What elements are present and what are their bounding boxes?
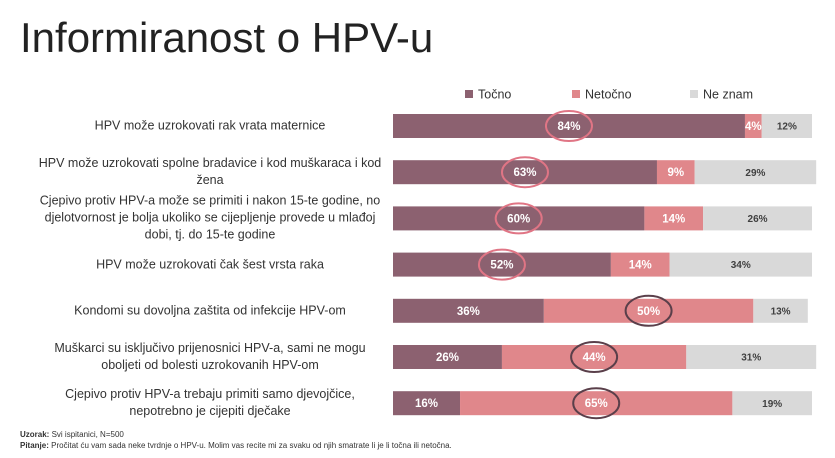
value-label: 60% bbox=[507, 213, 530, 225]
bar-segment bbox=[644, 206, 704, 231]
value-label: 31% bbox=[741, 353, 761, 364]
bar-segment bbox=[393, 298, 544, 323]
value-label: 13% bbox=[771, 306, 791, 317]
value-label: 63% bbox=[513, 167, 536, 179]
highlight-circle bbox=[624, 294, 673, 327]
footnote-text: Svi ispitanici, N=500 bbox=[51, 430, 124, 439]
bar-segment bbox=[543, 298, 754, 323]
highlight-circle bbox=[500, 156, 549, 189]
bar-segment bbox=[393, 114, 745, 138]
bar-segment bbox=[393, 391, 461, 416]
chart-title: Informiranost o HPV-u bbox=[20, 14, 434, 61]
highlight-circle bbox=[544, 110, 593, 142]
value-label: 26% bbox=[748, 214, 768, 225]
value-label: 36% bbox=[457, 306, 480, 318]
legend-swatch bbox=[465, 90, 473, 98]
value-label: 26% bbox=[436, 352, 459, 364]
legend-swatch bbox=[572, 90, 580, 98]
bar-segment bbox=[656, 160, 695, 185]
footnote-label: Uzorak: bbox=[20, 430, 50, 439]
value-label: 52% bbox=[490, 260, 513, 272]
value-label: 84% bbox=[557, 121, 580, 133]
value-label: 4% bbox=[745, 121, 762, 133]
category-label: HPV može uzrokovati spolne bradavice i k… bbox=[38, 156, 382, 188]
category-label: Kondomi su dovoljna zaštita od infekcije… bbox=[74, 303, 346, 318]
value-label: 50% bbox=[637, 306, 660, 318]
value-label: 12% bbox=[777, 122, 797, 133]
value-label: 34% bbox=[731, 260, 751, 271]
bar-segment bbox=[393, 206, 645, 231]
bar-segment bbox=[686, 345, 817, 369]
bar-segment bbox=[669, 252, 812, 277]
bar-segment bbox=[753, 298, 808, 323]
bar-segment bbox=[761, 114, 812, 138]
bar-segment bbox=[393, 252, 611, 277]
value-label: 9% bbox=[668, 167, 685, 179]
legend-label: Točno bbox=[478, 87, 511, 101]
highlight-circle bbox=[477, 248, 526, 281]
highlight-circle bbox=[494, 202, 543, 235]
category-label: Cjepivo protiv HPV-a trebaju primiti sam… bbox=[65, 387, 355, 419]
footnote: Pitanje: Pročitat ću vam sada neke tvrdn… bbox=[20, 441, 452, 450]
bar-segment bbox=[703, 206, 812, 231]
value-label: 65% bbox=[585, 398, 608, 410]
footnote: Uzorak: Svi ispitanici, N=500 bbox=[20, 430, 124, 439]
value-label: 44% bbox=[583, 352, 606, 364]
bar-segment bbox=[744, 114, 762, 138]
value-label: 19% bbox=[762, 399, 782, 410]
bar-segment bbox=[694, 160, 817, 185]
value-label: 14% bbox=[662, 213, 685, 225]
category-label: Muškarci su isključivo prijenosnici HPV-… bbox=[54, 341, 366, 372]
category-label: HPV može uzrokovati rak vrata maternice bbox=[94, 118, 326, 133]
footnote-label: Pitanje: bbox=[20, 441, 49, 450]
value-label: 29% bbox=[745, 168, 765, 179]
value-label: 14% bbox=[629, 260, 652, 272]
footnote-text: Pročitat ću vam sada neke tvrdnje o HPV-… bbox=[51, 441, 452, 450]
bar-segment bbox=[460, 391, 733, 416]
value-label: 16% bbox=[415, 398, 438, 410]
bar-segment bbox=[732, 391, 812, 416]
bar-segment bbox=[393, 345, 502, 369]
highlight-circle bbox=[570, 341, 619, 373]
highlight-circle bbox=[572, 387, 621, 420]
legend-label: Netočno bbox=[585, 87, 632, 101]
bar-segment bbox=[393, 160, 657, 185]
category-label: Cjepivo protiv HPV-a može se primiti i n… bbox=[39, 193, 381, 242]
bar-segment bbox=[501, 345, 687, 369]
bar-segment bbox=[610, 252, 670, 277]
legend-label: Ne znam bbox=[703, 87, 753, 101]
legend-swatch bbox=[690, 90, 698, 98]
category-label: HPV može uzrokovati čak šest vrsta raka bbox=[96, 257, 324, 272]
